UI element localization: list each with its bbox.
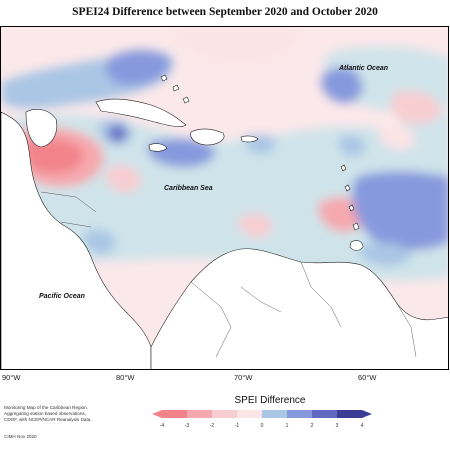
caribbean-sea-label: Caribbean Sea [164,185,213,192]
legend-tick-label: 0 [260,423,264,429]
spei-difference-map [1,27,448,369]
atlantic-ocean-label: Atlantic Ocean [339,65,389,72]
jamaica [148,143,168,152]
land-masses [1,74,448,369]
credit-line: Monitoring Map of the Caribbean Region. [4,405,89,410]
pacific-ocean-label: Pacific Ocean [39,293,85,300]
longitude-label: 90°W [2,373,21,382]
legend-title: SPEI Difference [234,395,306,406]
map-credits: Monitoring Map of the Caribbean Region. … [4,405,124,423]
lesser-antilles-islet [340,164,347,172]
map-author: CIMH Nov 2020 [4,434,37,439]
legend-tick-label: -2 [209,423,215,429]
legend-swatch [287,410,312,418]
longitude-label: 70°W [234,373,253,382]
credit-line: Aggregating station based observations, [4,411,86,416]
lesser-antilles-islet [352,222,360,231]
cuba [95,98,187,127]
legend-swatch [262,410,287,418]
legend-extend-high [362,410,372,418]
country-borders [40,191,417,358]
yucatan-peninsula [25,109,58,148]
puerto-rico [240,135,259,143]
bahamas-islet [160,74,168,82]
legend-colorbar [152,410,372,418]
hispaniola [190,128,225,146]
legend-tick-label: -1 [234,423,240,429]
legend-tick-label: 1 [285,423,289,429]
credit-line: CDOF, with NCEP/NCAR Reanalysis Data. [4,417,92,422]
legend-tick-label: 3 [335,423,339,429]
lesser-antilles-islet [344,184,351,192]
legend-tick-label: 4 [360,423,364,429]
legend-swatch [187,410,212,418]
map-title: SPEI24 Difference between September 2020… [72,6,378,18]
legend-swatch [312,410,337,418]
central-america [1,111,152,369]
legend-tick-label: -3 [184,423,190,429]
bahamas-islet [172,84,180,92]
legend-extend-low [152,410,162,418]
bahamas-islet [182,96,190,104]
lesser-antilles-islet [348,204,355,212]
trinidad [349,240,364,251]
legend-swatch [212,410,237,418]
legend-swatch [337,410,362,418]
longitude-label: 80°W [116,373,135,382]
legend-swatch [237,410,262,418]
legend-tick-label: 2 [310,423,314,429]
spei-field [1,27,448,281]
legend-tick-label: -4 [159,423,165,429]
map-panel: Atlantic Ocean Caribbean Sea Pacific Oce… [0,26,449,370]
legend-swatch [162,410,187,418]
longitude-label: 60°W [358,373,377,382]
